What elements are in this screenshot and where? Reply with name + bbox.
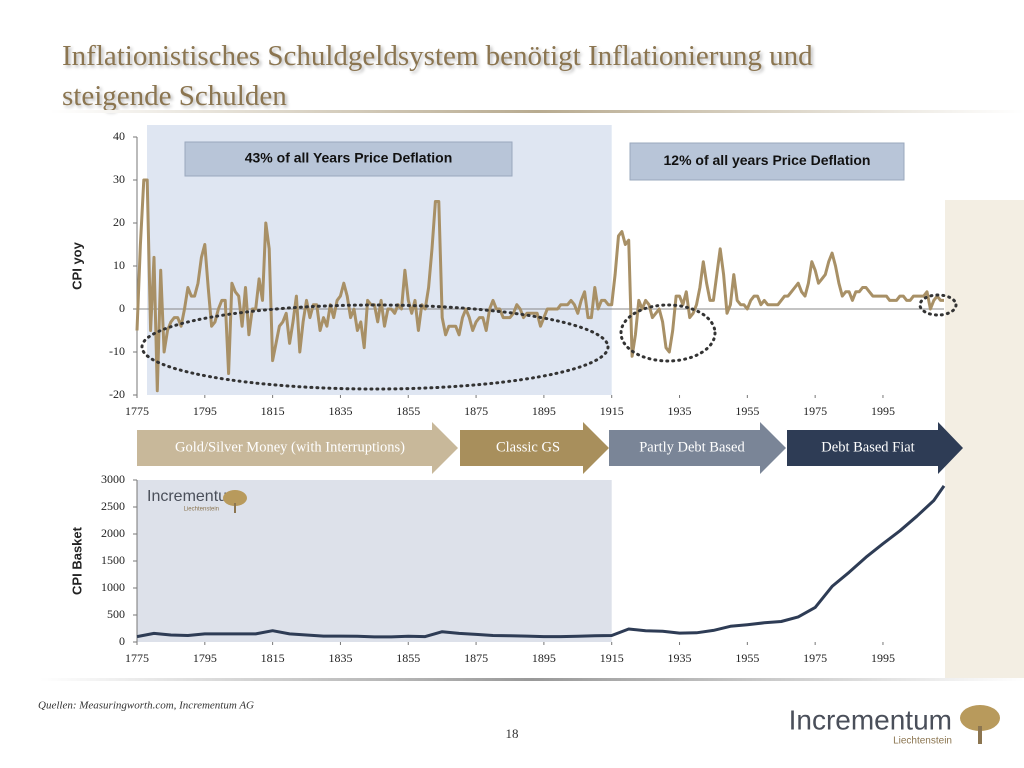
logo-tree — [960, 705, 1000, 744]
x-tick-label: 1955 — [735, 651, 759, 665]
slide-title: Inflationistisches Schuldgeldsystem benö… — [62, 40, 813, 112]
phase-arrow — [460, 422, 609, 474]
x-tick-label: 1875 — [464, 404, 488, 418]
y-tick-label: 0 — [119, 634, 125, 648]
deflation-ellipse — [918, 293, 958, 317]
x-tick-label: 1935 — [668, 404, 692, 418]
y-tick-label: 20 — [113, 215, 125, 229]
annotation: 12% of all years Price Deflation — [664, 152, 871, 168]
x-tick-label: 1895 — [532, 651, 556, 665]
y-tick-label: 1000 — [101, 580, 125, 594]
y-tick-label: 40 — [113, 129, 125, 143]
logo-sub: Liechtenstein — [893, 736, 952, 747]
annotation-box — [184, 141, 513, 177]
y-axis-title: CPI yoy — [69, 241, 84, 289]
x-tick-label: 1795 — [193, 404, 217, 418]
title-rule — [50, 110, 1024, 113]
annotation-box — [629, 142, 905, 181]
chart-logo-trunk — [234, 503, 236, 513]
data-line — [135, 178, 944, 393]
x-tick-label: 1995 — [871, 404, 895, 418]
x-tick-label: 1775 — [125, 651, 149, 665]
x-tick-label: 1935 — [668, 651, 692, 665]
deflation-ellipse — [619, 303, 717, 363]
background-decoration — [945, 200, 1024, 680]
x-tick-label: 1795 — [193, 651, 217, 665]
chart-logo-sub: Liechtenstein — [184, 507, 219, 513]
y-axis-title: CPI Basket — [69, 526, 84, 595]
y-tick-label: -20 — [109, 387, 125, 401]
y-tick-label: 3000 — [101, 472, 125, 486]
x-tick-label: 1855 — [396, 404, 420, 418]
phase-arrow — [137, 422, 458, 474]
phase-label: Gold/Silver Money (with Interruptions) — [175, 439, 405, 455]
y-tick-label: 10 — [113, 258, 125, 272]
y-tick-label: 2500 — [101, 499, 125, 513]
x-tick-label: 1815 — [261, 651, 285, 665]
x-tick-label: 1775 — [125, 404, 149, 418]
source-note: Quellen: Measuringworth.com, Incrementum… — [38, 700, 254, 712]
phase-arrow — [609, 422, 786, 474]
phase-label: Debt Based Fiat — [821, 439, 914, 455]
era-shade — [137, 480, 612, 642]
page-number: 18 — [506, 726, 519, 741]
y-tick-label: 30 — [113, 172, 125, 186]
x-tick-label: 1815 — [261, 404, 285, 418]
y-tick-label: -10 — [109, 344, 125, 358]
data-line — [136, 485, 946, 639]
phase-arrow — [787, 422, 963, 474]
y-tick-label: 2000 — [101, 526, 125, 540]
x-tick-label: 1895 — [532, 404, 556, 418]
x-tick-label: 1915 — [600, 651, 624, 665]
footer-rule — [40, 678, 1024, 681]
x-tick-label: 1835 — [328, 404, 352, 418]
x-tick-label: 1915 — [600, 404, 624, 418]
chart-logo-name: Incrementum — [147, 488, 240, 505]
x-tick-label: 1975 — [803, 651, 827, 665]
logo-name: Incrementum — [789, 704, 952, 735]
phase-arrows: Gold/Silver Money (with Interruptions) C… — [137, 422, 963, 474]
y-tick-label: 1500 — [101, 553, 125, 567]
phase-label: Classic GS — [496, 439, 560, 455]
y-tick-label: 0 — [119, 301, 125, 315]
deflation-ellipse — [140, 303, 610, 391]
y-tick-label: 500 — [107, 607, 125, 621]
phase-label: Partly Debt Based — [639, 439, 745, 455]
x-tick-label: 1875 — [464, 651, 488, 665]
x-tick-label: 1955 — [735, 404, 759, 418]
x-tick-label: 1855 — [396, 651, 420, 665]
annotation: 43% of all Years Price Deflation — [245, 150, 453, 166]
x-tick-label: 1995 — [871, 651, 895, 665]
x-tick-label: 1975 — [803, 404, 827, 418]
x-tick-label: 1835 — [328, 651, 352, 665]
chart-logo-tree — [223, 490, 247, 506]
